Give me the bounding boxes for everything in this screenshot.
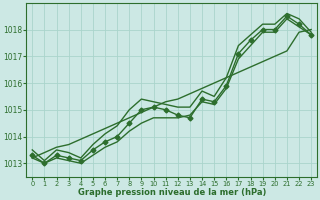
X-axis label: Graphe pression niveau de la mer (hPa): Graphe pression niveau de la mer (hPa) xyxy=(77,188,266,197)
